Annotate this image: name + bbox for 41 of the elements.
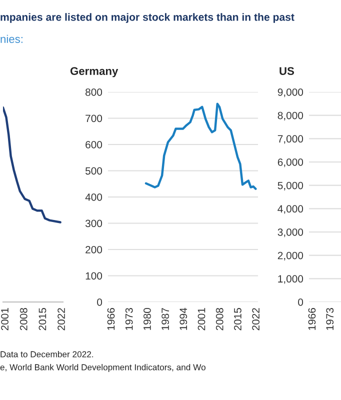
y-tick-label: 9,000	[278, 88, 304, 98]
text: mpanies are listed on major stock markets than in the past	[0, 13, 294, 23]
x-tick-label: 2015	[234, 308, 242, 330]
x-tick-label: 1966	[107, 308, 115, 330]
x-tick-label: 1994	[180, 308, 188, 330]
x-tick-label: 2022	[252, 308, 260, 330]
y-tick-label: 0	[97, 298, 102, 306]
y-tick-label: 5,000	[278, 182, 304, 190]
y-tick-label: 800	[86, 88, 102, 96]
x-tick-label: 2001	[198, 308, 206, 330]
y-tick-label: 4,000	[278, 205, 304, 214]
x-tick-label: 1980	[144, 308, 151, 330]
text: Data to December 2022.	[0, 350, 94, 358]
x-tick-label: 1973	[326, 308, 334, 330]
line-series	[144, 102, 257, 190]
x-tick-label: 2008	[216, 308, 224, 330]
y-tick-label: 600	[86, 141, 102, 148]
y-tick-label: 6,000	[278, 158, 304, 168]
chart-title: Germany	[70, 67, 118, 78]
y-tick-label: 300	[85, 220, 102, 228]
y-tick-label: 100	[86, 272, 102, 280]
y-tick-label: 8,000	[278, 112, 304, 120]
y-tick-label: 0	[298, 298, 304, 306]
y-tick-label: 2,000	[278, 252, 304, 260]
chart-subtitle: nies:	[0, 34, 22, 43]
x-tick-label: 1966	[308, 308, 316, 330]
y-tick-label: 1,000	[278, 275, 304, 284]
x-tick-label: 2015	[38, 308, 46, 330]
y-tick-label: 400	[85, 194, 102, 201]
x-tick-label: 1973	[125, 308, 133, 330]
y-tick-label: 200	[86, 246, 102, 254]
y-tick-label: 700	[86, 114, 102, 122]
text: e, World Bank World Development Indicators, and Wo	[0, 364, 206, 372]
y-tick-label: 500	[85, 167, 102, 175]
x-tick-label: 2008	[20, 308, 28, 330]
x-tick-label: 2001	[1, 308, 8, 330]
x-tick-label: 2022	[58, 308, 65, 330]
x-tick-label: 1987	[162, 308, 169, 330]
chart-title: US	[280, 67, 294, 75]
y-tick-label: 3,000	[278, 228, 304, 238]
y-tick-label: 7,000	[278, 135, 304, 144]
